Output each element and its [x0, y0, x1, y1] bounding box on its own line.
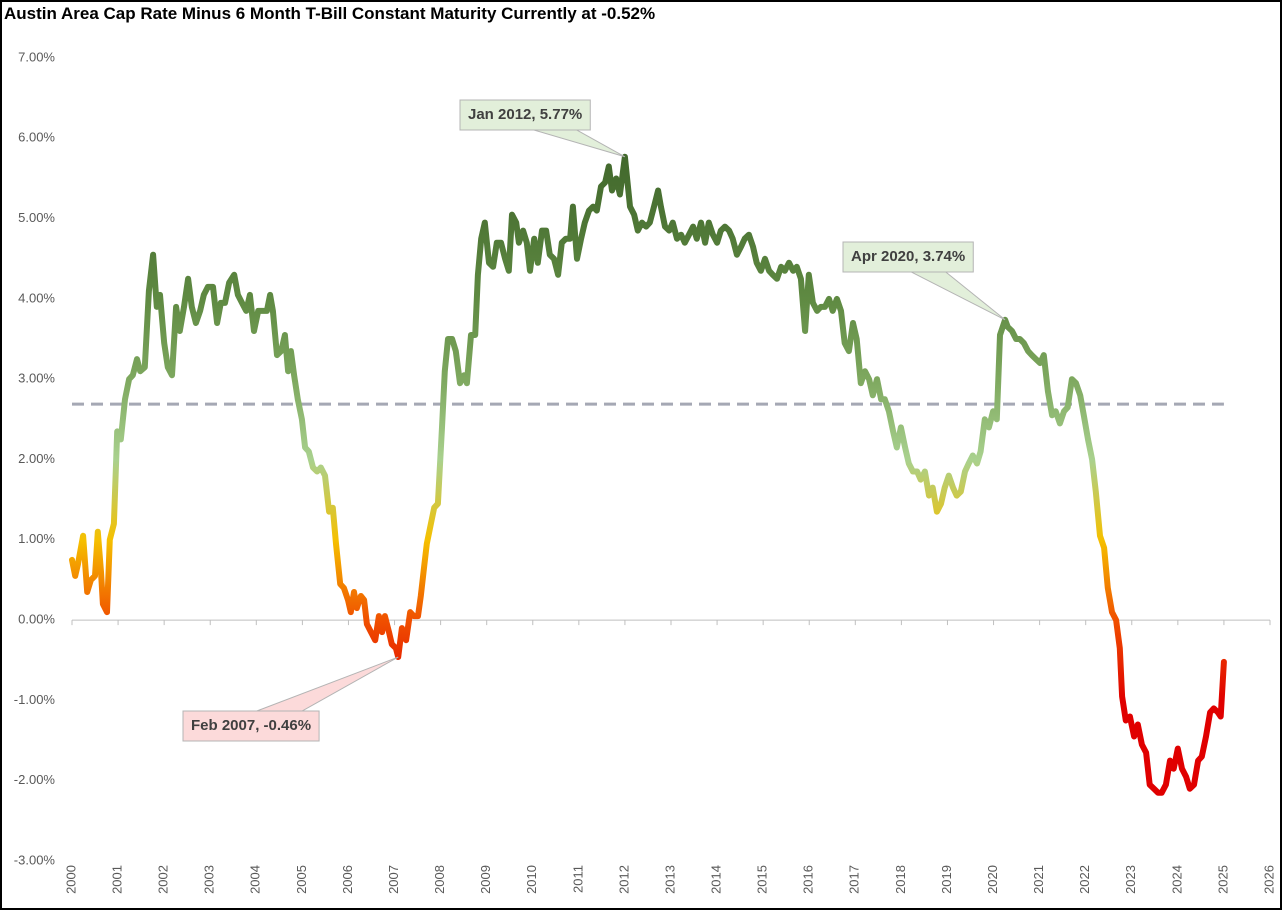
x-tick-label: 2011: [570, 865, 585, 893]
x-tick-label: 2012: [616, 865, 631, 894]
x-tick-label: 2014: [709, 865, 724, 894]
x-tick-label: 2024: [1169, 865, 1184, 894]
x-tick-label: 2023: [1123, 865, 1138, 894]
x-tick-label: 2013: [662, 865, 677, 894]
annotation: Apr 2020, 3.74%: [842, 241, 1006, 321]
x-tick-label: 2005: [294, 865, 309, 894]
x-tick-label: 2010: [524, 865, 539, 894]
annotation-box: [842, 241, 974, 273]
y-tick-label: 7.00%: [18, 49, 55, 64]
y-tick-label: 2.00%: [18, 451, 55, 466]
y-tick-label: 5.00%: [18, 210, 55, 225]
annotation-box: [182, 710, 320, 742]
x-tick-label: 2008: [432, 865, 447, 894]
x-tick-label: 2021: [1031, 865, 1046, 894]
annotation-label: Feb 2007, -0.46%: [191, 717, 311, 734]
y-tick-label: 3.00%: [18, 371, 55, 386]
x-tick-label: 2025: [1215, 865, 1230, 894]
x-tick-label: 2017: [847, 865, 862, 894]
annotation-label: Jan 2012, 5.77%: [468, 106, 582, 123]
x-tick-label: 2003: [202, 865, 217, 894]
y-tick-label: 0.00%: [18, 612, 55, 627]
y-tick-label: -2.00%: [14, 772, 56, 787]
x-tick-label: 2007: [386, 865, 401, 894]
y-tick-label: -3.00%: [14, 852, 56, 867]
x-tick-label: 2018: [893, 865, 908, 894]
annotation: Jan 2012, 5.77%: [459, 99, 626, 158]
y-tick-label: 6.00%: [18, 130, 55, 145]
x-tick-label: 2019: [939, 865, 954, 894]
annotation-label: Apr 2020, 3.74%: [851, 248, 965, 265]
x-tick-label: 2001: [110, 865, 125, 894]
x-tick-label: 2009: [478, 865, 493, 894]
x-tick-label: 2006: [340, 865, 355, 894]
x-tick-label: 2015: [755, 865, 770, 894]
annotation: Feb 2007, -0.46%: [182, 656, 399, 742]
annotation-box: [459, 99, 591, 131]
x-tick-label: 2004: [248, 865, 263, 894]
y-tick-label: -1.00%: [14, 692, 56, 707]
x-tick-label: 2022: [1077, 865, 1092, 894]
x-tick-label: 2020: [985, 865, 1000, 894]
y-tick-label: 1.00%: [18, 531, 55, 546]
y-tick-label: 4.00%: [18, 290, 55, 305]
x-tick-label: 2016: [801, 865, 816, 894]
x-tick-label: 2026: [1261, 865, 1276, 894]
data-line: [69, 153, 1227, 796]
x-tick-label: 2000: [63, 865, 78, 894]
x-tick-label: 2002: [156, 865, 171, 894]
chart-title: Austin Area Cap Rate Minus 6 Month T-Bil…: [4, 4, 655, 23]
